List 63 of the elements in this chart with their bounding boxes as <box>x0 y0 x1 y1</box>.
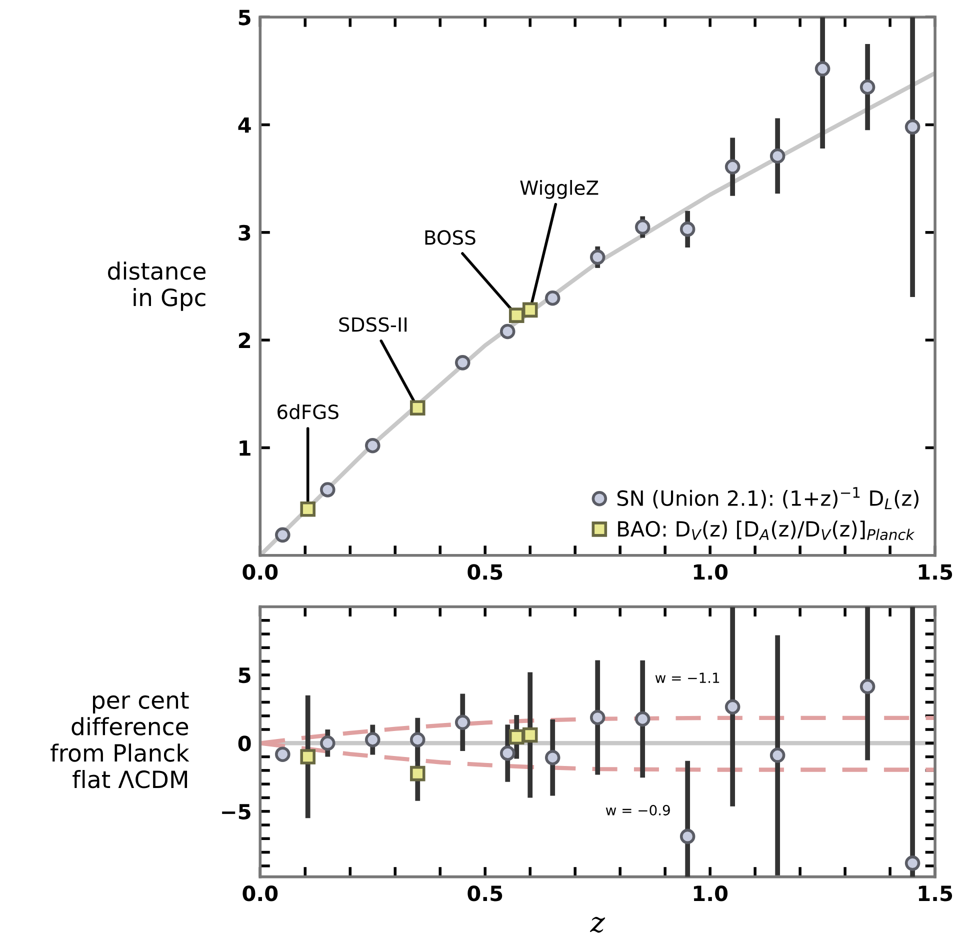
point <box>770 148 786 164</box>
x-tick-label: 0.0 <box>242 564 278 580</box>
point <box>544 290 560 306</box>
y-tick-label: 3 <box>238 224 250 241</box>
x-tick-label: 1.5 <box>918 564 952 580</box>
x-tick-label: 0.0 <box>242 886 278 902</box>
y-tick-label: 2 <box>238 332 250 348</box>
y-axis-title: distance in Gpc <box>108 262 206 311</box>
annotation: BOSS <box>425 230 476 245</box>
x-axis-title: z <box>590 916 606 933</box>
point <box>500 746 516 761</box>
point <box>860 678 876 694</box>
point <box>300 501 316 517</box>
point <box>275 527 290 543</box>
point <box>522 727 538 743</box>
point <box>365 438 380 454</box>
point <box>508 308 524 323</box>
point <box>590 710 606 726</box>
point <box>680 222 696 237</box>
point <box>365 732 380 748</box>
point <box>500 324 516 340</box>
x-tick-label: 0.5 <box>468 886 502 902</box>
y-tick-label: 5 <box>238 10 250 26</box>
point <box>410 732 426 748</box>
y-axis-title: per cent difference from Planck flat ΛCDM <box>50 692 190 788</box>
point <box>454 714 470 730</box>
point <box>634 219 650 235</box>
y-tick-label: 5 <box>238 668 250 684</box>
annotation: WiggleZ <box>520 180 598 199</box>
annotation: w = −0.9 <box>606 804 670 816</box>
point <box>300 749 316 764</box>
point <box>410 766 426 782</box>
point <box>320 482 336 498</box>
annotation: SDSS-II <box>339 317 407 332</box>
point <box>410 400 426 416</box>
point <box>724 159 740 174</box>
point <box>860 79 876 95</box>
x-tick-label: 0.5 <box>468 564 502 580</box>
point <box>904 119 920 135</box>
point <box>634 711 650 727</box>
annotation: 6dFGS <box>278 404 338 420</box>
point <box>770 748 786 763</box>
y-tick-label: 1 <box>240 440 250 456</box>
point <box>680 828 696 844</box>
annotation: w = −1.1 <box>655 672 720 683</box>
point <box>454 355 470 370</box>
y-tick-label: −5 <box>222 804 250 820</box>
point <box>275 746 290 762</box>
point <box>814 61 830 76</box>
x-tick-label: 1.0 <box>694 564 728 580</box>
legend-label: BAO: D$_{V}$(z) [D$_{A}$(z)/D$_{V}$(z)]$_{Planck}$ <box>618 520 915 540</box>
point <box>590 250 606 265</box>
legend-label: SN (Union 2.1): (1+z)$^{−1}$ D$_{L}$(z) <box>617 487 918 510</box>
point <box>320 736 336 751</box>
y-tick-label: 0 <box>238 736 251 752</box>
point <box>904 856 920 871</box>
point <box>508 729 524 745</box>
point <box>724 699 740 714</box>
x-tick-label: 1.5 <box>918 886 952 902</box>
y-tick-label: 4 <box>238 117 251 133</box>
point <box>544 750 560 766</box>
point <box>522 302 538 318</box>
x-tick-label: 1.0 <box>694 886 728 902</box>
